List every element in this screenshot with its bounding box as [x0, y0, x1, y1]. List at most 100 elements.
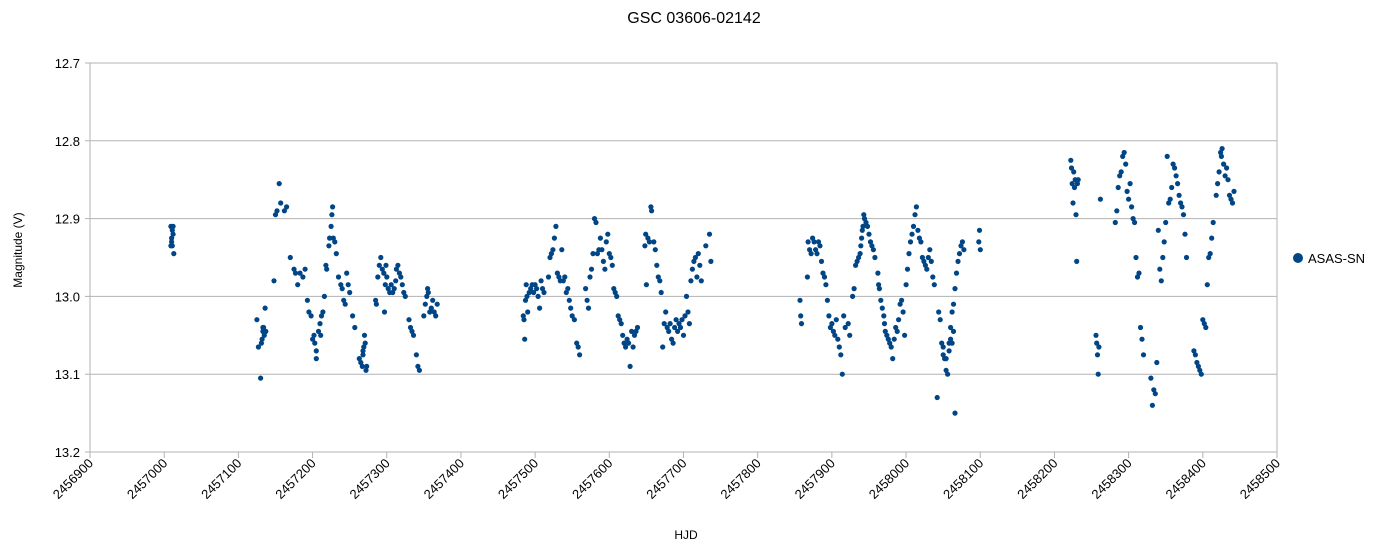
data-point [170, 231, 176, 237]
data-point [878, 297, 884, 303]
data-point [1120, 153, 1126, 159]
data-point [291, 266, 297, 272]
data-point [261, 332, 267, 338]
data-point [1198, 371, 1204, 377]
data-point [409, 328, 415, 334]
data-point [1203, 324, 1209, 331]
data-point [950, 301, 957, 307]
data-point [948, 324, 954, 331]
data-point [946, 348, 952, 354]
data-point [697, 262, 703, 268]
data-point [1148, 375, 1154, 381]
data-point [312, 340, 318, 346]
data-point [885, 336, 891, 342]
data-point [1151, 387, 1157, 393]
data-point [864, 223, 871, 229]
data-point [577, 352, 583, 358]
data-point [271, 278, 277, 284]
data-point [842, 324, 848, 331]
data-point [921, 258, 927, 264]
data-point [1114, 208, 1120, 214]
data-point [1204, 282, 1210, 288]
data-point [317, 321, 323, 327]
data-point [376, 262, 382, 268]
data-point [1117, 173, 1123, 179]
data-point [686, 321, 693, 327]
data-point [1069, 181, 1075, 187]
data-point [1095, 371, 1101, 377]
data-point [318, 332, 324, 338]
x-tick-label: 2458000 [866, 456, 912, 502]
x-tick-label: 2457700 [643, 456, 689, 502]
data-point [626, 340, 632, 346]
data-point [382, 282, 388, 288]
data-point [258, 340, 264, 346]
data-point [950, 328, 957, 334]
data-point [903, 282, 909, 288]
data-point [587, 274, 593, 280]
x-tick-label: 2457400 [421, 456, 467, 502]
data-point [396, 270, 402, 276]
data-point [1231, 188, 1237, 194]
data-point [407, 324, 414, 331]
data-point [689, 266, 696, 272]
x-tick-label: 2458400 [1163, 456, 1209, 502]
data-point [1216, 169, 1222, 175]
data-point [902, 332, 908, 338]
data-point [685, 309, 691, 315]
data-point [276, 181, 282, 187]
data-point [833, 317, 839, 323]
x-tick-label: 2458500 [1237, 456, 1283, 502]
data-point [643, 282, 650, 288]
data-point [272, 212, 279, 218]
data-point [1129, 204, 1135, 210]
data-point [1071, 169, 1077, 175]
data-point [850, 293, 856, 299]
data-point [961, 247, 967, 253]
data-point [879, 305, 885, 311]
data-point [872, 254, 878, 261]
data-point [342, 301, 348, 307]
data-point [623, 344, 629, 350]
data-point [339, 286, 345, 292]
data-point [857, 251, 863, 257]
data-point [424, 293, 430, 299]
data-point [606, 251, 612, 257]
data-point [603, 239, 609, 245]
data-point [821, 274, 828, 280]
data-point [260, 324, 266, 331]
data-point [808, 251, 814, 257]
data-point [361, 332, 368, 338]
data-point [815, 239, 822, 245]
data-point [395, 262, 401, 268]
data-point [597, 235, 604, 241]
data-point [888, 344, 894, 350]
data-point [1209, 235, 1215, 241]
data-point [321, 293, 327, 299]
data-point [344, 270, 350, 276]
data-point [328, 223, 334, 229]
data-point [284, 204, 290, 210]
data-point [327, 235, 333, 241]
data-point [600, 258, 607, 264]
data-point [1160, 254, 1166, 261]
x-tick-label: 2457300 [346, 456, 392, 502]
data-point [373, 301, 379, 307]
data-point [434, 301, 440, 307]
data-point [545, 274, 552, 280]
data-point [295, 282, 301, 288]
data-point [1175, 181, 1181, 187]
data-point [818, 258, 825, 264]
data-point [602, 266, 608, 272]
data-point [706, 231, 713, 237]
data-point [169, 239, 175, 245]
data-point [360, 348, 366, 354]
data-point [526, 289, 532, 296]
data-point [943, 356, 949, 362]
data-point [292, 270, 299, 276]
data-point [534, 286, 540, 292]
data-point [430, 297, 436, 303]
data-point [388, 282, 394, 288]
